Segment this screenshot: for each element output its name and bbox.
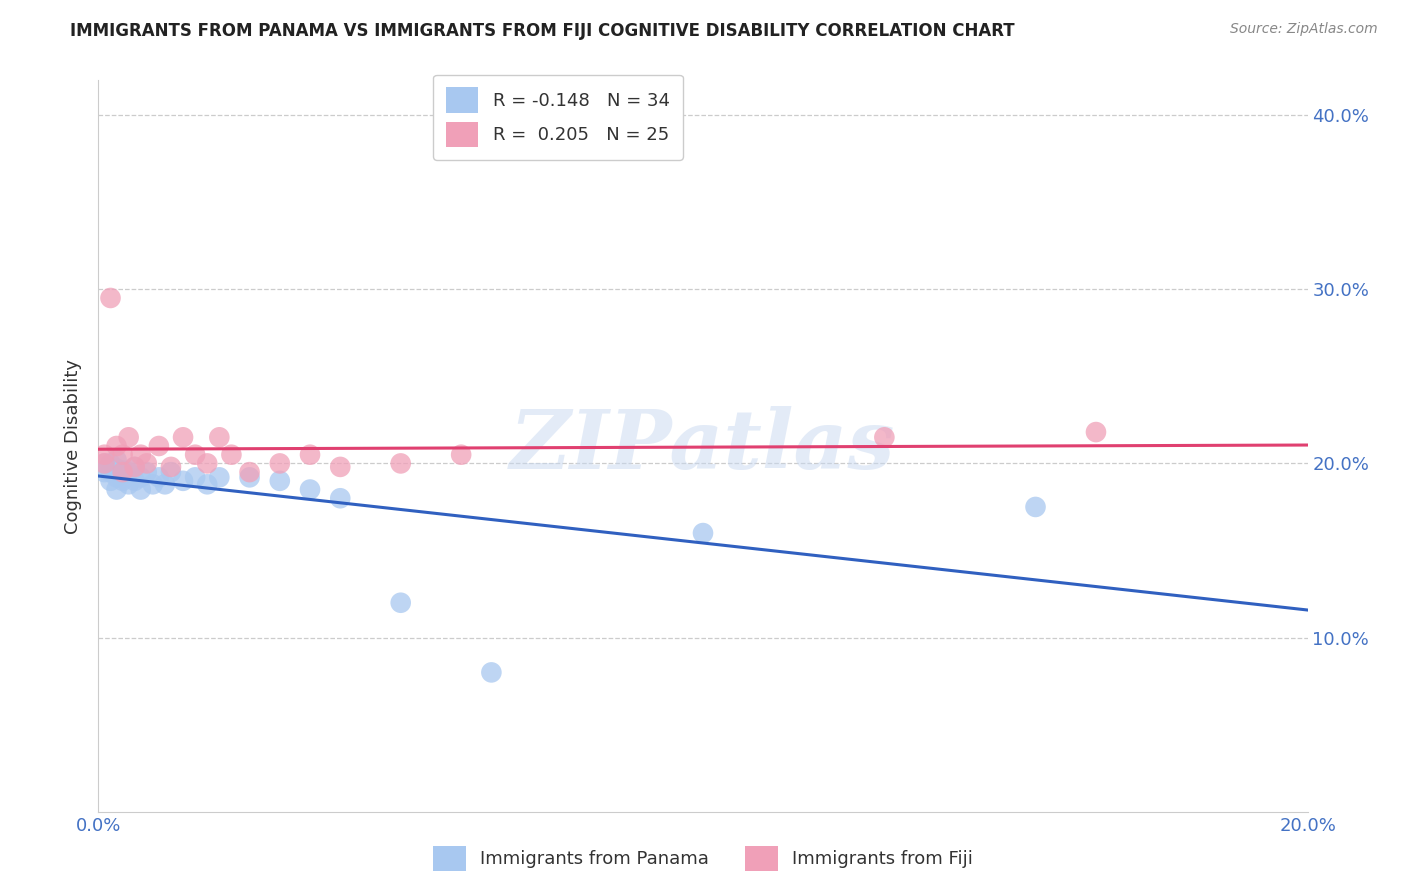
Y-axis label: Cognitive Disability: Cognitive Disability	[65, 359, 83, 533]
Point	[269, 457, 291, 471]
Point	[105, 470, 128, 484]
Point	[100, 291, 122, 305]
Point	[1085, 425, 1108, 439]
Point	[160, 459, 183, 474]
Point	[135, 457, 157, 471]
Point	[329, 459, 352, 474]
Point	[111, 474, 134, 488]
Point	[195, 457, 218, 471]
Point	[118, 465, 141, 479]
Point	[389, 457, 412, 471]
Text: Source: ZipAtlas.com: Source: ZipAtlas.com	[1230, 22, 1378, 37]
Point	[142, 477, 165, 491]
Point	[160, 465, 183, 479]
Point	[129, 470, 152, 484]
Point	[692, 526, 714, 541]
Point	[148, 439, 170, 453]
Point	[105, 453, 128, 467]
Point	[221, 448, 243, 462]
Point	[873, 430, 896, 444]
Point	[172, 430, 194, 444]
Point	[299, 448, 322, 462]
Point	[1024, 500, 1046, 514]
Point	[105, 461, 128, 475]
Point	[239, 470, 262, 484]
Point	[100, 457, 122, 471]
Point	[172, 474, 194, 488]
Point	[153, 477, 176, 491]
Point	[105, 439, 128, 453]
Point	[124, 474, 146, 488]
Point	[93, 457, 115, 471]
Point	[135, 465, 157, 479]
Point	[118, 430, 141, 444]
Point	[208, 430, 231, 444]
Legend: R = -0.148   N = 34, R =  0.205   N = 25: R = -0.148 N = 34, R = 0.205 N = 25	[433, 75, 682, 160]
Point	[239, 465, 262, 479]
Point	[184, 470, 207, 484]
Point	[124, 459, 146, 474]
Point	[105, 483, 128, 497]
Point	[184, 448, 207, 462]
Point	[481, 665, 503, 680]
Point	[93, 465, 115, 479]
Point	[111, 448, 134, 462]
Point	[450, 448, 472, 462]
Point	[111, 463, 134, 477]
Point	[111, 465, 134, 479]
Point	[100, 465, 122, 479]
Text: IMMIGRANTS FROM PANAMA VS IMMIGRANTS FROM FIJI COGNITIVE DISABILITY CORRELATION : IMMIGRANTS FROM PANAMA VS IMMIGRANTS FRO…	[70, 22, 1015, 40]
Point	[208, 470, 231, 484]
Point	[299, 483, 322, 497]
Point	[329, 491, 352, 506]
Point	[195, 477, 218, 491]
Point	[148, 470, 170, 484]
Point	[129, 448, 152, 462]
Point	[124, 459, 146, 474]
Text: ZIPatlas: ZIPatlas	[510, 406, 896, 486]
Point	[93, 448, 115, 462]
Point	[389, 596, 412, 610]
Point	[100, 474, 122, 488]
Legend: Immigrants from Panama, Immigrants from Fiji: Immigrants from Panama, Immigrants from …	[426, 838, 980, 879]
Point	[93, 457, 115, 471]
Point	[118, 477, 141, 491]
Point	[269, 474, 291, 488]
Point	[129, 483, 152, 497]
